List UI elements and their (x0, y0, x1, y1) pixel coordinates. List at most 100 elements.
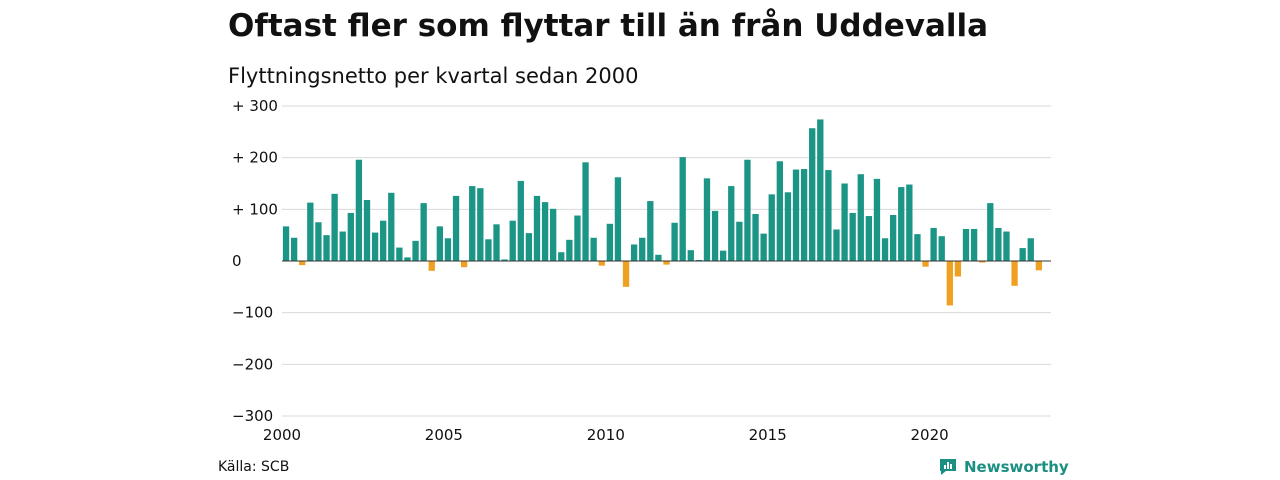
x-tick-label: 2015 (749, 426, 787, 444)
bar (282, 226, 290, 261)
bar (995, 227, 1002, 261)
bar (1019, 248, 1026, 261)
chart-subtitle: Flyttningsnetto per kvartal sedan 2000 (228, 64, 639, 88)
bar (428, 261, 435, 271)
bar (339, 231, 346, 261)
bar (574, 215, 581, 261)
y-tick-label: −200 (232, 355, 273, 373)
bar (639, 237, 646, 261)
bar (363, 200, 371, 261)
bar (655, 254, 662, 261)
bar (420, 203, 427, 261)
bar (307, 202, 314, 261)
bar (290, 237, 298, 261)
bar (825, 170, 832, 261)
bar (606, 223, 613, 261)
bar (647, 201, 654, 261)
bar (922, 261, 929, 267)
bar (768, 194, 775, 261)
bar (695, 259, 703, 261)
bar (987, 203, 994, 261)
bar (380, 220, 387, 261)
y-tick-label: 0 (232, 252, 242, 270)
bar (930, 227, 937, 261)
bar (622, 261, 630, 287)
y-tick-label: + 100 (232, 200, 278, 218)
bar (809, 128, 816, 261)
bar (541, 202, 549, 261)
bar (1011, 261, 1018, 286)
bar (720, 250, 727, 261)
bar (711, 210, 719, 261)
bar (347, 212, 354, 261)
bar (962, 228, 970, 261)
bar (550, 208, 557, 261)
bar (946, 261, 953, 306)
bar (792, 169, 800, 261)
bar (687, 250, 694, 261)
bar (493, 224, 500, 261)
bar (388, 192, 395, 261)
brand-name: Newsworthy (964, 458, 1069, 476)
bar (817, 119, 824, 261)
source-note: Källa: SCB (218, 459, 290, 475)
bar (477, 188, 484, 261)
bar (323, 235, 330, 261)
bar (525, 233, 533, 261)
bar (566, 239, 573, 261)
x-tick-label: 2010 (587, 426, 625, 444)
y-tick-label: −100 (232, 304, 273, 322)
bar (1003, 231, 1010, 261)
bar (331, 193, 338, 261)
bar (841, 183, 848, 261)
bar (315, 222, 322, 261)
bar (469, 186, 476, 261)
bar (582, 162, 589, 261)
bar (954, 261, 962, 277)
bar (517, 180, 524, 261)
bar (800, 169, 808, 261)
bar (460, 261, 468, 268)
bar (752, 213, 759, 261)
bar (412, 240, 419, 261)
y-tick-label: −300 (232, 407, 273, 425)
bar (938, 236, 945, 261)
bar (865, 216, 873, 261)
chart-title: Oftast fler som flyttar till än från Udd… (228, 8, 989, 44)
bar (1027, 238, 1034, 261)
bar (784, 192, 792, 261)
bar (970, 228, 978, 261)
bar (501, 259, 508, 261)
bar (744, 159, 751, 261)
bar (979, 261, 986, 263)
bar (355, 159, 363, 261)
bar (703, 178, 711, 261)
bar (558, 252, 565, 261)
bar (663, 261, 670, 265)
bar-chart-logo-icon (940, 459, 956, 475)
bar (614, 177, 622, 261)
bar (776, 161, 783, 261)
bar (630, 244, 638, 261)
newsworthy-logo: Newsworthy (938, 456, 1069, 478)
bar (881, 238, 889, 261)
bar (598, 261, 605, 266)
bar (736, 221, 743, 261)
bar (914, 234, 921, 261)
x-tick-label: 2000 (263, 426, 301, 444)
bar (396, 247, 403, 261)
bar (873, 178, 881, 261)
bar (857, 174, 864, 261)
y-tick-label: + 200 (232, 149, 278, 167)
bar (590, 237, 597, 261)
bar (533, 195, 541, 261)
bar (1035, 261, 1043, 271)
bar (485, 239, 492, 261)
y-tick-label: + 300 (232, 97, 278, 115)
bar (371, 232, 379, 261)
bar (299, 261, 306, 266)
bar (509, 220, 516, 261)
bar (444, 238, 452, 261)
bar (436, 226, 444, 261)
